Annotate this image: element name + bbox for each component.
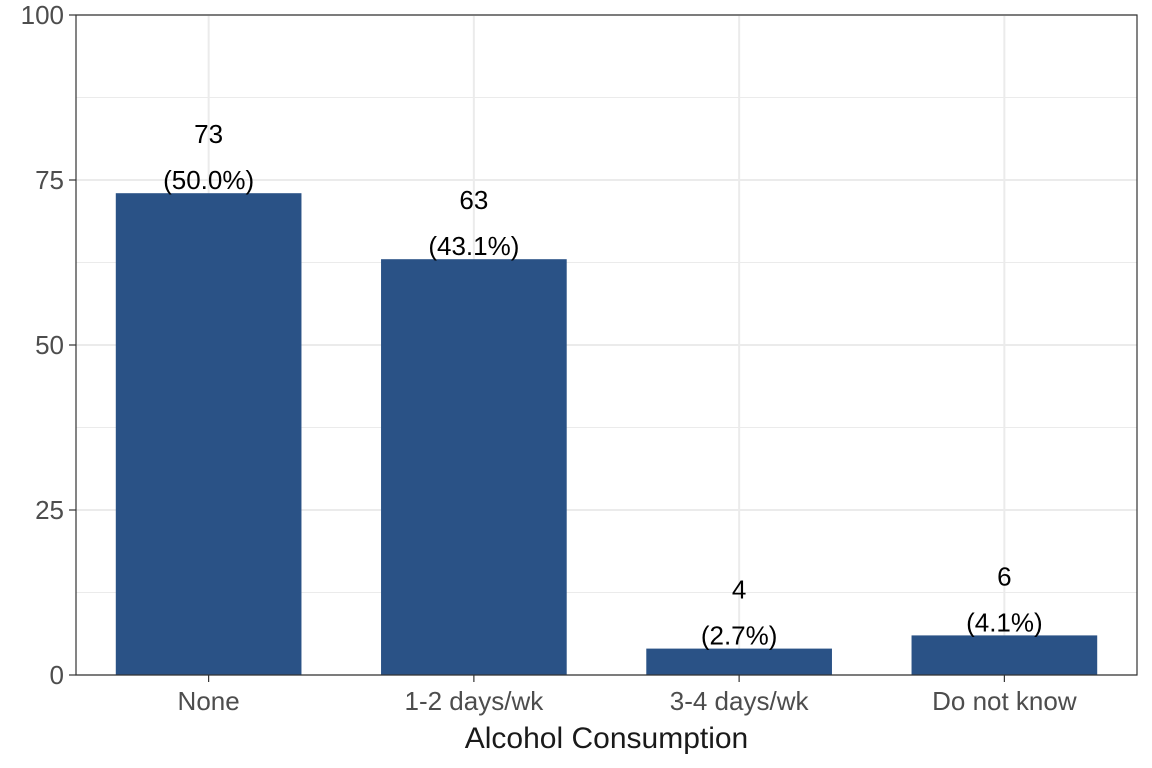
bar-count-label: 63 — [459, 185, 488, 215]
bar-percent-label: (43.1%) — [428, 231, 519, 261]
y-tick-label: 0 — [50, 660, 64, 690]
bar-count-label: 4 — [732, 575, 746, 605]
bar-percent-label: (4.1%) — [966, 607, 1043, 637]
y-tick-label: 25 — [35, 495, 64, 525]
x-tick-label: Do not know — [932, 686, 1077, 716]
bar[interactable] — [911, 635, 1098, 675]
x-tick-label: None — [178, 686, 240, 716]
y-tick-label: 50 — [35, 330, 64, 360]
bar[interactable] — [115, 193, 302, 675]
bar[interactable] — [381, 259, 567, 675]
bar-count-label: 6 — [997, 561, 1011, 591]
bar-percent-label: (50.0%) — [163, 165, 254, 195]
x-axis: None 1-2 days/wk 3-4 days/wk Do not know — [178, 675, 1077, 716]
bar-percent-label: (2.7%) — [701, 621, 778, 651]
x-tick-label: 3-4 days/wk — [670, 686, 810, 716]
bars-layer — [115, 193, 1098, 675]
x-axis-title: Alcohol Consumption — [465, 722, 749, 755]
x-tick-label: 1-2 days/wk — [405, 686, 545, 716]
y-tick-label: 75 — [35, 165, 64, 195]
bar[interactable] — [646, 648, 832, 675]
y-axis: 0 25 50 75 100 — [21, 0, 76, 690]
bar-count-label: 73 — [194, 119, 223, 149]
bar-labels-layer: 73 (50.0%) 63 (43.1%) 4 (2.7%) 6 (4.1%) — [163, 119, 1043, 650]
y-tick-label: 100 — [21, 0, 64, 30]
